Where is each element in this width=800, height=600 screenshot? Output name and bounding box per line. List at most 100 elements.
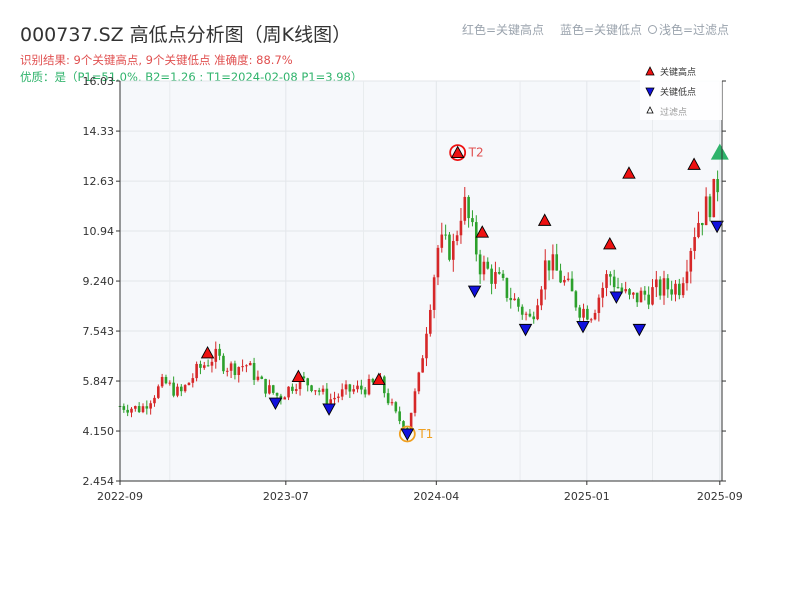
candle-body — [179, 386, 183, 392]
candle-body — [310, 385, 313, 392]
top-legend-blue: 蓝色=关键低点 — [560, 23, 643, 37]
candle-body — [547, 260, 551, 271]
candle-body — [543, 260, 547, 290]
y-tick-label: 7.543 — [83, 325, 115, 338]
high-point-marker — [291, 369, 306, 382]
candle-body — [425, 333, 428, 359]
x-tick-label: 2024-04 — [413, 490, 459, 503]
candle-body — [662, 278, 666, 296]
t2-highlight-ring — [449, 144, 467, 161]
candle-body — [536, 305, 539, 320]
candle-body — [589, 319, 593, 321]
candle-body — [635, 292, 639, 303]
candle-body — [168, 382, 172, 384]
candle-body — [245, 365, 248, 367]
legend-filtered-icon — [646, 106, 654, 114]
y-tick-label: 5.847 — [83, 375, 115, 388]
candle-body — [291, 386, 294, 391]
candle-body — [176, 386, 179, 396]
candle-body — [157, 386, 160, 398]
candle-body — [429, 309, 432, 334]
candle-body — [153, 397, 156, 404]
legend-high-icon — [645, 66, 655, 76]
candle-body — [597, 297, 601, 313]
low-point-marker — [518, 323, 533, 337]
candle-body — [566, 278, 570, 280]
legend-high-label: 关键高点 — [660, 66, 696, 78]
candle-body — [586, 308, 589, 320]
candle-body — [218, 348, 221, 356]
candle-body — [252, 362, 256, 380]
y-tick-label: 12.63 — [83, 175, 115, 188]
candle-body — [329, 399, 332, 404]
candle-body — [704, 196, 708, 226]
candle-body — [459, 220, 463, 236]
candle-body — [337, 396, 340, 398]
candle-body — [658, 279, 662, 296]
candle-body — [509, 297, 513, 301]
candle-body — [505, 277, 509, 298]
candle-body — [666, 278, 670, 290]
candle-body — [172, 382, 175, 396]
candle-body — [478, 254, 482, 275]
candle-body — [222, 355, 225, 372]
candle-body — [689, 250, 693, 272]
candle-body — [605, 274, 608, 288]
candle-body — [551, 254, 555, 271]
candles — [118, 170, 719, 433]
candle-body — [333, 397, 336, 400]
candle-body — [260, 376, 264, 379]
candle-body — [256, 376, 260, 380]
low-point-marker — [609, 291, 624, 304]
candle-body — [532, 316, 536, 320]
low-point-marker — [400, 428, 415, 441]
y-tick-label: 10.94 — [83, 225, 115, 238]
candle-body — [451, 241, 455, 260]
low-point-marker — [576, 320, 590, 334]
candle-body — [134, 406, 137, 409]
candle-body — [141, 406, 145, 413]
candle-body — [432, 277, 436, 310]
candle-body — [233, 363, 237, 376]
candle-body — [555, 254, 559, 271]
candle-body — [524, 313, 528, 315]
candle-body — [264, 378, 267, 394]
legend-filtered-label: 过滤点 — [660, 106, 687, 118]
candle-body — [712, 178, 716, 218]
candle-body — [574, 291, 578, 308]
candle-body — [210, 361, 214, 366]
y-tick-label: 16.03 — [83, 75, 115, 88]
high-point-marker — [372, 372, 386, 385]
candle-body — [352, 389, 355, 392]
y-tick-label: 4.150 — [83, 425, 115, 438]
candle-body — [463, 196, 467, 221]
high-point-marker — [475, 225, 490, 238]
candle-body — [145, 406, 149, 409]
high-point-marker — [603, 236, 617, 250]
y-tick-label: 9.240 — [83, 275, 115, 288]
candle-body — [436, 247, 440, 278]
candle-body — [570, 278, 574, 292]
candle-body — [517, 298, 520, 307]
candle-body — [578, 307, 582, 318]
candle-body — [202, 365, 206, 368]
markers: T2 T1 — [200, 143, 729, 443]
candle-body — [271, 385, 275, 393]
y-tick-label: 2.454 — [83, 475, 115, 488]
candle-body — [497, 272, 501, 274]
candle-body — [628, 289, 631, 295]
candle-body — [394, 402, 398, 412]
candle-body — [520, 306, 524, 315]
candle-body — [149, 403, 152, 409]
candle-body — [287, 386, 290, 398]
low-point-marker — [268, 397, 283, 410]
result-summary: 识别结果: 9个关键高点, 9个关键低点 准确度: 88.7% — [20, 53, 293, 67]
candle-body — [620, 287, 624, 292]
y-tick-label: 14.33 — [83, 125, 115, 138]
candle-body — [126, 409, 129, 413]
t2-label: T2 — [468, 146, 484, 160]
candle-body — [390, 402, 394, 404]
high-point-marker — [687, 157, 701, 170]
candle-body — [639, 290, 643, 303]
candle-body — [716, 178, 719, 193]
